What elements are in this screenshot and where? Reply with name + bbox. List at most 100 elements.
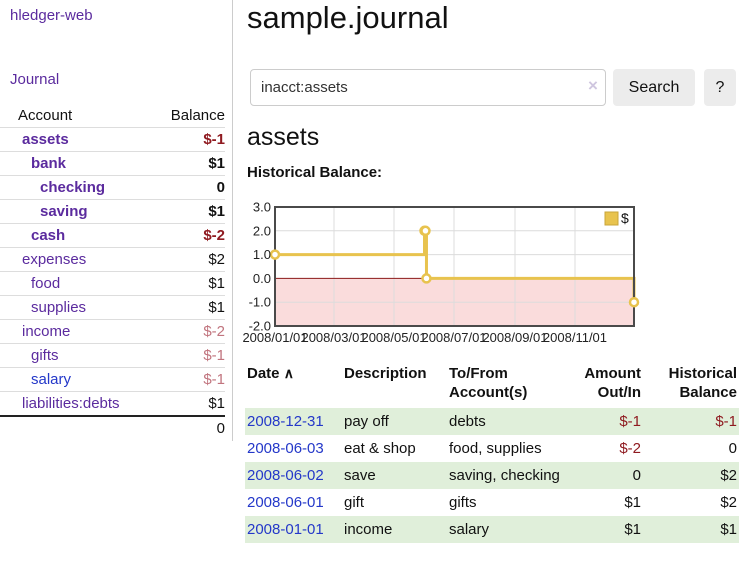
account-balance: $-1 <box>154 127 225 152</box>
svg-text:2008/07/01: 2008/07/01 <box>421 330 486 345</box>
account-balance: $1 <box>154 199 225 224</box>
account-row: salary $-1 <box>0 367 225 392</box>
svg-text:2008/11/01: 2008/11/01 <box>543 330 607 345</box>
accounts-total-value: 0 <box>154 415 225 440</box>
sidebar-item-journal[interactable]: Journal <box>10 71 60 88</box>
account-link[interactable]: checking <box>40 179 106 196</box>
account-row: saving $1 <box>0 199 225 224</box>
help-button[interactable]: ? <box>704 69 736 106</box>
transaction-balance: 0 <box>728 440 737 457</box>
register-header-description: Description <box>344 365 427 382</box>
account-link[interactable]: supplies <box>31 299 87 316</box>
transaction-accounts: salary <box>447 516 563 543</box>
account-link[interactable]: food <box>31 275 61 292</box>
account-balance: $1 <box>154 271 225 296</box>
transaction-accounts: saving, checking <box>447 462 563 489</box>
transaction-balance: $-1 <box>643 408 739 435</box>
register-header-date: Date ∧ <box>247 365 294 382</box>
account-row: checking 0 <box>0 175 225 200</box>
register-table: Date ∧ Description To/From Account(s) Am… <box>245 361 739 543</box>
account-balance: $-1 <box>154 367 225 392</box>
chart-title: Historical Balance: <box>247 164 383 181</box>
account-heading: assets <box>247 123 320 151</box>
search-button[interactable]: Search <box>613 69 695 106</box>
register-row: 2008-06-03 eat & shop food, supplies $-2 0 <box>245 435 739 462</box>
account-balance: $1 <box>154 295 225 320</box>
svg-text:2.0: 2.0 <box>253 223 271 238</box>
transaction-date-link[interactable]: 2008-06-03 <box>247 440 324 457</box>
account-balance: $2 <box>154 247 225 272</box>
svg-text:2008/01/01: 2008/01/01 <box>242 330 307 345</box>
account-link[interactable]: expenses <box>22 251 87 268</box>
transaction-date-link[interactable]: 2008-12-31 <box>247 413 324 430</box>
account-row: bank $1 <box>0 151 225 176</box>
account-link[interactable]: bank <box>31 155 67 172</box>
accounts-balance-table: Account Balance assets $-1 bank $1 checking 0… <box>0 104 225 440</box>
account-link[interactable]: saving <box>40 203 88 220</box>
transaction-amount: $-2 <box>619 440 641 457</box>
app-title-link[interactable]: hledger-web <box>10 7 93 24</box>
transaction-description: save <box>342 462 447 489</box>
account-link[interactable]: assets <box>22 131 69 148</box>
historical-balance-chart: 3.0 2.0 1.0 0.0 -1.0 -2.0 2008/01/01 2008/03/01… <box>235 200 742 350</box>
transaction-accounts: food, supplies <box>449 440 542 457</box>
account-row: liabilities:debts $1 <box>0 391 225 416</box>
svg-text:0.0: 0.0 <box>253 271 271 286</box>
svg-text:-1.0: -1.0 <box>249 295 271 310</box>
transaction-accounts: gifts <box>449 494 477 511</box>
register-row: 2008-12-31 pay off debts $-1 $-1 <box>245 408 739 435</box>
account-balance: $-2 <box>154 223 225 248</box>
transaction-description: gift <box>344 494 365 511</box>
transaction-description: eat & shop <box>344 440 416 457</box>
clear-search-icon[interactable]: × <box>588 76 598 95</box>
account-balance: $1 <box>154 151 225 176</box>
transaction-amount: $-1 <box>563 408 643 435</box>
accounts-column-header: Account <box>18 107 73 124</box>
account-link[interactable]: gifts <box>31 347 59 364</box>
account-row: assets $-1 <box>0 127 225 152</box>
account-link[interactable]: cash <box>31 227 66 244</box>
register-row: 2008-06-02 save saving, checking 0 $2 <box>245 462 739 489</box>
transaction-date-link[interactable]: 2008-06-02 <box>247 467 324 484</box>
account-balance: $-2 <box>154 319 225 344</box>
register-row: 2008-06-01 gift gifts $1 $2 <box>245 489 739 516</box>
register-header-accounts: To/From Account(s) <box>449 365 528 401</box>
svg-text:2008/05/01: 2008/05/01 <box>361 330 426 345</box>
register-header-amount: Amount Out/In <box>584 365 641 401</box>
page-title: sample.journal <box>247 0 449 35</box>
register-header-balance: Historical Balance <box>668 365 737 401</box>
transaction-description: pay off <box>342 408 447 435</box>
balance-column-header: Balance <box>170 107 225 124</box>
account-row: cash $-2 <box>0 223 225 248</box>
account-link[interactable]: salary <box>31 371 72 388</box>
account-link[interactable]: liabilities:debts <box>22 395 120 412</box>
sidebar: hledger-web Journal Account Balance asse… <box>0 0 233 441</box>
transaction-date-link[interactable]: 2008-06-01 <box>247 494 324 511</box>
account-balance: 0 <box>154 175 225 200</box>
search-input[interactable] <box>250 69 606 106</box>
accounts-total-row: 0 <box>0 415 225 440</box>
svg-text:2008/09/01: 2008/09/01 <box>482 330 547 345</box>
account-balance: $-1 <box>154 343 225 368</box>
transaction-description: income <box>342 516 447 543</box>
account-balance: $1 <box>154 391 225 416</box>
account-row: expenses $2 <box>0 247 225 272</box>
transaction-amount: $1 <box>563 516 643 543</box>
transaction-balance: $1 <box>643 516 739 543</box>
register-row: 2008-01-01 income salary $1 $1 <box>245 516 739 543</box>
transaction-amount: $1 <box>624 494 641 511</box>
transaction-balance: $2 <box>643 462 739 489</box>
transaction-accounts: debts <box>447 408 563 435</box>
transaction-amount: 0 <box>563 462 643 489</box>
account-row: supplies $1 <box>0 295 225 320</box>
svg-text:-2.0: -2.0 <box>249 319 271 334</box>
account-link[interactable]: income <box>22 323 71 340</box>
svg-text:1.0: 1.0 <box>253 247 271 262</box>
svg-text:3.0: 3.0 <box>253 200 271 215</box>
transaction-date-link[interactable]: 2008-01-01 <box>247 521 324 538</box>
account-row: income $-2 <box>0 319 225 344</box>
svg-text:$: $ <box>621 210 629 226</box>
account-row: food $1 <box>0 271 225 296</box>
sort-ascending-icon: ∧ <box>283 365 294 381</box>
transaction-balance: $2 <box>720 494 737 511</box>
